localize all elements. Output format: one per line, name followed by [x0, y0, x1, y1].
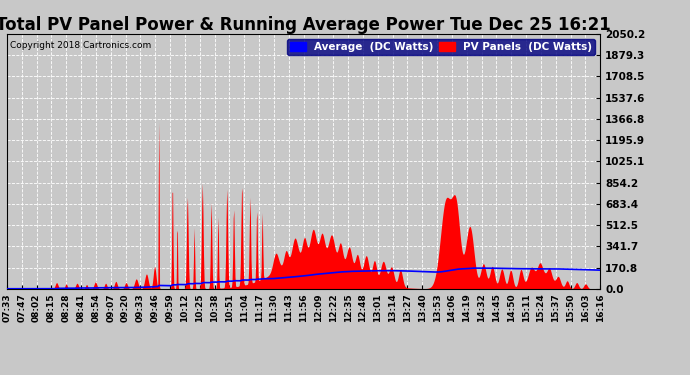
- Text: Copyright 2018 Cartronics.com: Copyright 2018 Cartronics.com: [10, 41, 151, 50]
- Legend: Average  (DC Watts), PV Panels  (DC Watts): Average (DC Watts), PV Panels (DC Watts): [287, 39, 595, 55]
- Title: Total PV Panel Power & Running Average Power Tue Dec 25 16:21: Total PV Panel Power & Running Average P…: [0, 16, 611, 34]
